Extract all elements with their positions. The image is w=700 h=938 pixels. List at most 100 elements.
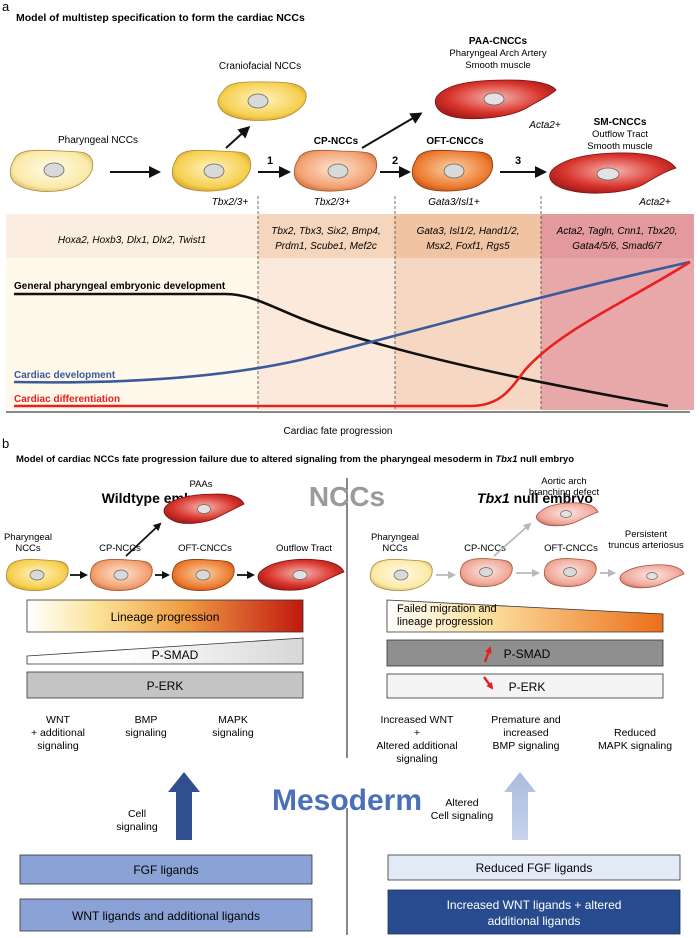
null-cell-pharyngeal — [369, 559, 433, 591]
null-label-oft: OFT-CNCCs — [544, 543, 598, 554]
wt-lineage-bar — [26, 599, 304, 633]
label-nccs: NCCs — [309, 481, 385, 512]
wt-cell-oft — [171, 559, 235, 591]
marker-tbx-pharyngeal: Tbx2/3+ — [212, 197, 249, 208]
null-label-aortic-2: branching defect — [529, 487, 600, 498]
arrow-to-craniofacial — [225, 125, 251, 149]
curve-cardiac-development — [13, 260, 691, 384]
marker-acta-paa: Acta2+ — [528, 120, 561, 131]
cell-oft-cncc — [411, 149, 494, 192]
curve-cardiac-differentiation — [14, 260, 691, 408]
label-craniofacial-nccs: Craniofacial NCCs — [219, 61, 301, 72]
label-sm-cnccs: SM-CNCCs — [594, 117, 647, 128]
wt-fgf-label: FGF ligands — [133, 863, 198, 877]
step-3: 3 — [515, 155, 521, 167]
null-cell-aortic — [536, 502, 599, 527]
label-sm-sub2: Smooth muscle — [587, 141, 652, 152]
cell-cp-ncc — [293, 149, 378, 192]
genes-stage-0: Hoxa2, Hoxb3, Dlx1, Dlx2, Twist1 — [58, 235, 206, 246]
wt-perk-bar — [26, 671, 304, 699]
label-pharyngeal-nccs: Pharyngeal NCCs — [58, 135, 138, 146]
wt-signal-mapk-1: MAPK — [218, 714, 248, 726]
null-psmad-label: P-SMAD — [504, 647, 551, 661]
wt-psmad-label: P-SMAD — [152, 648, 199, 662]
genes-stage-1a: Tbx2, Tbx3, Six2, Bmp4, — [271, 226, 381, 237]
marker-gata: Gata3/Isl1+ — [428, 197, 480, 208]
wt-arrows — [70, 522, 255, 579]
null-perk-bar — [386, 673, 664, 699]
null-signal-wnt-1: Increased WNT — [381, 714, 455, 726]
wt-signals: WNT + additional signaling BMP signaling… — [31, 714, 254, 752]
wt-psmad-wedge — [26, 637, 304, 665]
cell-craniofacial-ncc — [217, 81, 307, 121]
genes-stage-3a: Acta2, Tagln, Cnn1, Tbx20, — [556, 226, 678, 237]
genes-stage-2a: Gata3, Isl1/2, Hand1/2, — [417, 226, 520, 237]
panel-b-letter: b — [2, 436, 9, 451]
wt-label-paas: PAAs — [189, 479, 212, 490]
down-arrow-icon — [483, 676, 494, 690]
null-cell-cp — [459, 558, 513, 588]
label-cardiac-development: Cardiac development — [14, 370, 116, 381]
null-label-persistent-1: Persistent — [625, 529, 668, 540]
wt-label-pharyngeal-2: NCCs — [15, 543, 41, 554]
null-label-cp: CP-NCCs — [464, 543, 506, 554]
arrow-to-paa — [361, 112, 423, 149]
wt-signal-wnt-3: signaling — [37, 740, 79, 752]
null-signal-wnt-3: Altered additional — [376, 740, 457, 752]
null-wnt-label-2: additional ligands — [488, 914, 581, 928]
wt-signal-arrow — [168, 772, 200, 840]
curve-general-development — [14, 292, 669, 408]
label-sm-sub1: Outflow Tract — [592, 129, 648, 140]
label-oft-cncc: OFT-CNCCs — [426, 136, 484, 147]
cell-pharyngeal-tbx — [171, 149, 252, 192]
marker-tbx-cp: Tbx2/3+ — [314, 197, 351, 208]
wt-signal-wnt-1: WNT — [46, 714, 70, 726]
wt-label-cp: CP-NCCs — [99, 543, 141, 554]
null-signal-wnt-2: + — [414, 727, 420, 739]
null-lineage-wedge — [386, 599, 664, 633]
label-mesoderm: Mesoderm — [272, 784, 422, 817]
null-signal-arrow — [504, 772, 536, 840]
wt-wnt-box — [19, 898, 313, 932]
null-arrows — [436, 522, 616, 579]
null-label-pharyngeal-2: NCCs — [382, 543, 408, 554]
panel-b-title: Model of cardiac NCCs fate progression f… — [16, 454, 574, 465]
wt-label-outflow: Outflow Tract — [276, 543, 332, 554]
null-signal-bmp-3: BMP signaling — [493, 740, 560, 752]
label-paa-sub2: Smooth muscle — [465, 60, 530, 71]
null-label-aortic-1: Aortic arch — [541, 476, 586, 487]
null-signal-bmp-1: Premature and — [491, 714, 561, 726]
null-signals: Increased WNT + Altered additional signa… — [376, 714, 672, 765]
wt-fgf-box — [19, 854, 313, 885]
up-arrow-icon — [483, 646, 492, 663]
cell-sm-cncc — [549, 152, 677, 194]
label-general-development: General pharyngeal embryonic development — [14, 281, 226, 292]
wt-cell-cp — [89, 559, 153, 591]
wt-perk-label: P-ERK — [147, 679, 184, 693]
wt-cell-paas — [163, 493, 245, 524]
null-wnt-box — [387, 889, 681, 935]
label-paa-cnccs: PAA-CNCCs — [469, 36, 528, 47]
step-1: 1 — [267, 155, 273, 167]
wt-cell-signaling-2: signaling — [116, 821, 158, 833]
null-label-pharyngeal-1: Pharyngeal — [371, 532, 419, 543]
null-fgf-label: Reduced FGF ligands — [476, 861, 593, 875]
null-lineage-label-1: Failed migration and — [397, 603, 497, 615]
genes-stage-3b: Gata4/5/6, Smad6/7 — [572, 241, 662, 252]
null-heading: Tbx1 null embryo — [477, 490, 593, 506]
null-signal-mapk-2: MAPK signaling — [598, 740, 672, 752]
wt-signal-bmp-1: BMP — [135, 714, 158, 726]
panel-a-letter: a — [2, 0, 10, 14]
axis-label: Cardiac fate progression — [284, 426, 393, 437]
panel-a-arrows — [110, 112, 547, 178]
genes-stage-1b: Prdm1, Scube1, Mef2c — [275, 241, 377, 252]
wt-label-oft: OFT-CNCCs — [178, 543, 232, 554]
marker-acta-sm: Acta2+ — [638, 197, 671, 208]
wt-cell-pharyngeal — [5, 559, 69, 591]
null-signal-bmp-2: increased — [503, 727, 549, 739]
null-signal-mapk-1: Reduced — [614, 727, 656, 739]
wt-signal-mapk-2: signaling — [212, 727, 254, 739]
null-signal-wnt-4: signaling — [396, 753, 438, 765]
label-cp-nccs: CP-NCCs — [314, 136, 359, 147]
